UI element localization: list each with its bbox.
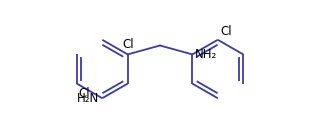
Text: Cl: Cl	[221, 25, 232, 38]
Text: NH₂: NH₂	[195, 48, 218, 61]
Text: Cl: Cl	[79, 87, 90, 100]
Text: Cl: Cl	[122, 38, 133, 51]
Text: H₂N: H₂N	[77, 92, 99, 105]
